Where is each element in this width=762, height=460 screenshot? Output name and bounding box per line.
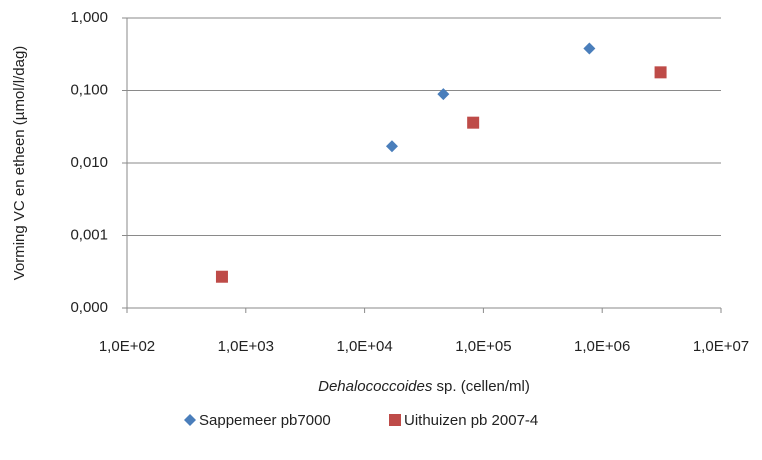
y-tick-label: 0,001 <box>70 226 108 243</box>
legend-label: Sappemeer pb7000 <box>199 412 331 429</box>
x-tick-label: 1,0E+05 <box>455 338 511 355</box>
x-tick-label: 1,0E+04 <box>336 338 392 355</box>
point <box>467 116 480 129</box>
legend-marker <box>389 414 401 426</box>
point <box>583 42 596 55</box>
x-tick-label: 1,0E+06 <box>574 338 630 355</box>
y-tick-label: 1,000 <box>70 9 108 26</box>
x-tick-label: 1,0E+02 <box>99 338 155 355</box>
point <box>654 66 667 79</box>
x-axis-label: Dehalococcoides sp. (cellen/ml) <box>318 378 530 395</box>
x-axis-label-italic: Dehalococcoides <box>318 378 433 395</box>
y-tick-label: 0,010 <box>70 154 108 171</box>
y-axis-label: Vorming VC en etheen (µmol/l/dag) <box>11 46 28 281</box>
x-tick-label: 1,0E+03 <box>218 338 274 355</box>
y-tick-label: 0,100 <box>70 81 108 98</box>
point <box>385 140 398 153</box>
x-axis-label-rest: sp. (cellen/ml) <box>432 378 530 395</box>
y-tick-label: 0,000 <box>70 299 108 316</box>
point <box>437 88 450 101</box>
legend-marker <box>184 414 196 426</box>
x-tick-label: 1,0E+07 <box>693 338 749 355</box>
legend-label: Uithuizen pb 2007-4 <box>404 412 538 429</box>
point <box>215 270 228 283</box>
